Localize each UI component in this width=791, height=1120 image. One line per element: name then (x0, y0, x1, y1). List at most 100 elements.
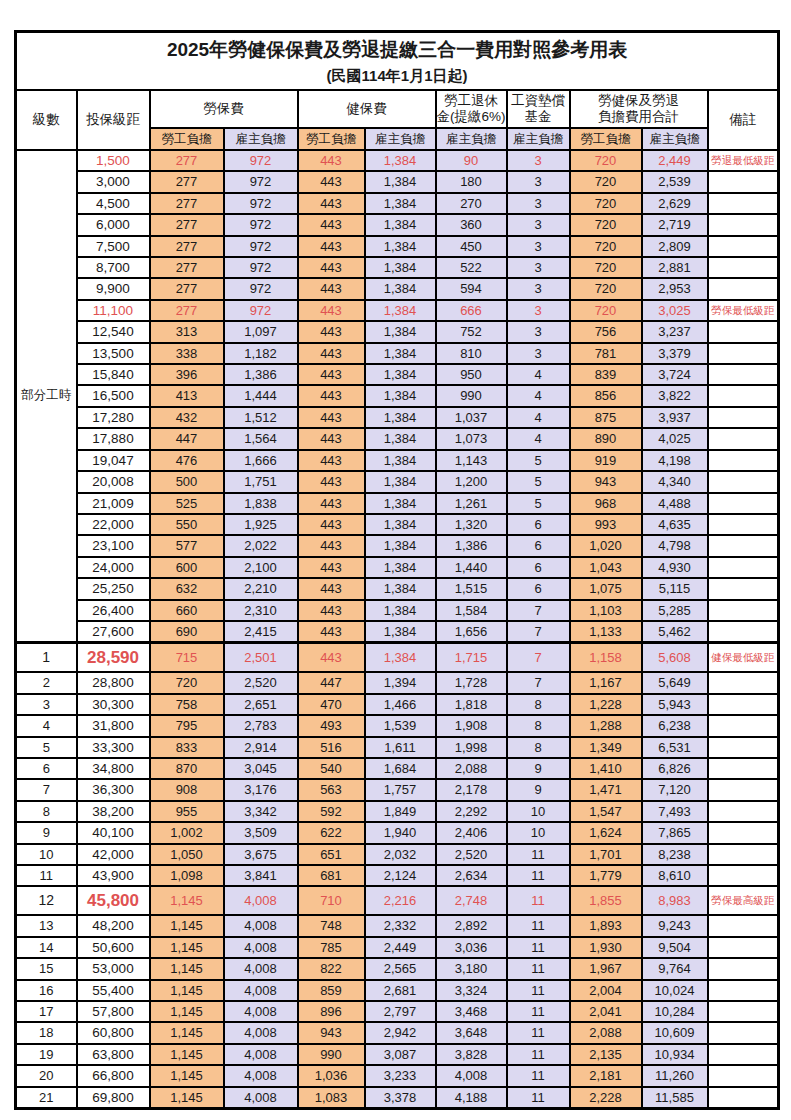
value-cell: 839 (570, 364, 642, 385)
value-cell: 1,320 (436, 514, 507, 535)
value-cell: 2,681 (365, 980, 436, 1001)
value-cell: 2,501 (224, 643, 298, 673)
level-cell: 4 (16, 715, 77, 736)
remark-cell (708, 471, 779, 492)
value-cell: 270 (436, 193, 507, 214)
value-cell: 3,379 (642, 343, 708, 364)
value-cell: 525 (150, 493, 224, 514)
value-cell: 443 (298, 557, 365, 578)
bracket-cell: 33,300 (77, 737, 150, 758)
bracket-cell: 21,009 (77, 493, 150, 514)
value-cell: 443 (298, 493, 365, 514)
value-cell: 1,715 (436, 643, 507, 673)
remark-cell (708, 737, 779, 758)
bracket-cell: 55,400 (77, 980, 150, 1001)
value-cell: 756 (570, 321, 642, 342)
value-cell: 8,610 (642, 865, 708, 886)
value-cell: 2,449 (642, 150, 708, 171)
value-cell: 443 (298, 150, 365, 171)
value-cell: 2,748 (436, 886, 507, 915)
value-cell: 1,384 (365, 193, 436, 214)
table-row: 1860,8001,1454,0089432,9423,648112,08810… (16, 1022, 779, 1043)
table-row: 27,6006902,4154431,3841,65671,1335,462 (16, 621, 779, 643)
remark-cell (708, 958, 779, 979)
value-cell: 11 (507, 1065, 570, 1086)
bracket-cell: 40,100 (77, 822, 150, 843)
table-body: 部分工時1,5002779724431,3849037202,449勞退最低級距… (16, 150, 779, 1109)
bracket-cell: 48,200 (77, 915, 150, 936)
remark-cell (708, 557, 779, 578)
value-cell: 1,440 (436, 557, 507, 578)
value-cell: 90 (436, 150, 507, 171)
value-cell: 1,539 (365, 715, 436, 736)
bracket-cell: 25,250 (77, 578, 150, 599)
value-cell: 720 (570, 214, 642, 235)
bracket-cell: 13,500 (77, 343, 150, 364)
remark-cell: 勞保最高級距 (708, 886, 779, 915)
value-cell: 1,384 (365, 557, 436, 578)
bracket-cell: 50,600 (77, 937, 150, 958)
header-remark: 備註 (708, 90, 779, 150)
remark-cell (708, 844, 779, 865)
level-cell: 19 (16, 1044, 77, 1065)
bracket-cell: 69,800 (77, 1087, 150, 1109)
bracket-cell: 20,008 (77, 471, 150, 492)
value-cell: 447 (298, 672, 365, 693)
value-cell: 563 (298, 779, 365, 800)
value-cell: 1,145 (150, 980, 224, 1001)
value-cell: 6,531 (642, 737, 708, 758)
table-row: 19,0474761,6664431,3841,14359194,198 (16, 450, 779, 471)
value-cell: 810 (436, 343, 507, 364)
remark-cell (708, 1065, 779, 1086)
table-row: 1757,8001,1454,0088962,7973,468112,04110… (16, 1001, 779, 1022)
value-cell: 338 (150, 343, 224, 364)
value-cell: 522 (436, 257, 507, 278)
remark-cell (708, 1087, 779, 1109)
value-cell: 2,797 (365, 1001, 436, 1022)
header-wage-fund: 工資墊償 基金 (507, 90, 570, 128)
value-cell: 1,384 (365, 236, 436, 257)
value-cell: 2,520 (224, 672, 298, 693)
value-cell: 3,237 (642, 321, 708, 342)
value-cell: 720 (570, 150, 642, 171)
value-cell: 1,386 (224, 364, 298, 385)
value-cell: 1,849 (365, 801, 436, 822)
value-cell: 2,032 (365, 844, 436, 865)
value-cell: 4 (507, 385, 570, 406)
value-cell: 443 (298, 214, 365, 235)
value-cell: 277 (150, 171, 224, 192)
level-cell: 5 (16, 737, 77, 758)
table-row: 838,2009553,3425921,8492,292101,5477,493 (16, 801, 779, 822)
value-cell: 3,176 (224, 779, 298, 800)
table-row: 21,0095251,8384431,3841,26159684,488 (16, 493, 779, 514)
remark-cell (708, 535, 779, 556)
bracket-cell: 17,280 (77, 407, 150, 428)
table-row: 1143,9001,0983,8416812,1242,634111,7798,… (16, 865, 779, 886)
value-cell: 8,983 (642, 886, 708, 915)
value-cell: 6,826 (642, 758, 708, 779)
value-cell: 5 (507, 493, 570, 514)
header-total-line1: 勞健保及勞退 (571, 93, 707, 109)
title-row: 2025年勞健保保費及勞退提繳三合一費用對照參考用表 (民國114年1月1日起) (16, 32, 779, 91)
value-cell: 3 (507, 300, 570, 321)
table-row: 1042,0001,0503,6756512,0322,520111,7018,… (16, 844, 779, 865)
value-cell: 1,410 (570, 758, 642, 779)
value-cell: 875 (570, 407, 642, 428)
value-cell: 1,818 (436, 694, 507, 715)
value-cell: 1,036 (298, 1065, 365, 1086)
bracket-cell: 6,000 (77, 214, 150, 235)
value-cell: 1,103 (570, 600, 642, 621)
value-cell: 3 (507, 236, 570, 257)
value-cell: 500 (150, 471, 224, 492)
remark-cell (708, 236, 779, 257)
header-health-insurance: 健保費 (298, 90, 436, 128)
value-cell: 443 (298, 600, 365, 621)
value-cell: 2,539 (642, 171, 708, 192)
header-pension-line1: 勞工退休 (437, 93, 506, 109)
header-total: 勞健保及勞退 負擔費用合計 (570, 90, 708, 128)
table-row: 部分工時1,5002779724431,3849037202,449勞退最低級距 (16, 150, 779, 171)
value-cell: 972 (224, 236, 298, 257)
value-cell: 3,180 (436, 958, 507, 979)
value-cell: 443 (298, 578, 365, 599)
value-cell: 2,520 (436, 844, 507, 865)
